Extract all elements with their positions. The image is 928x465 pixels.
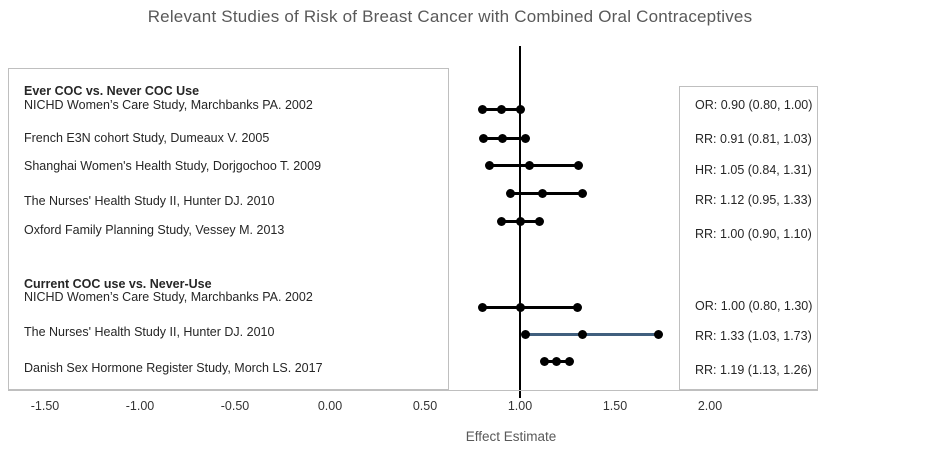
estimate-value: OR: 0.90 (0.80, 1.00) — [695, 98, 813, 112]
x-axis-title: Effect Estimate — [465, 429, 557, 444]
point-estimate-marker — [498, 133, 508, 143]
estimate-value: RR: 1.33 (1.03, 1.73) — [695, 329, 812, 343]
estimate-value: RR: 1.19 (1.13, 1.26) — [695, 363, 812, 377]
ci-bound-marker — [479, 133, 489, 143]
point-estimate-marker — [496, 104, 506, 114]
chart-title: Relevant Studies of Risk of Breast Cance… — [147, 7, 753, 26]
x-axis-tick-label: 0.00 — [317, 399, 343, 413]
x-axis-line — [8, 390, 818, 391]
study-label: NICHD Women’s Care Study, Marchbanks PA.… — [24, 290, 313, 304]
ci-line — [525, 332, 659, 336]
ci-line — [489, 163, 579, 167]
x-axis-tick-label: 2.00 — [697, 399, 723, 413]
ci-bound-marker — [477, 104, 487, 114]
ci-bound-marker — [496, 216, 506, 226]
ci-bound-marker — [477, 302, 487, 312]
estimate-value: HR: 1.05 (0.84, 1.31) — [695, 163, 812, 177]
estimate-value: OR: 1.00 (0.80, 1.30) — [695, 299, 813, 313]
ci-bound-marker — [574, 160, 584, 170]
ci-bound-marker — [521, 329, 531, 339]
ci-bound-marker — [572, 302, 582, 312]
study-label: NICHD Women’s Care Study, Marchbanks PA.… — [24, 98, 313, 112]
study-label: The Nurses' Health Study II, Hunter DJ. … — [24, 325, 275, 339]
ci-bound-marker — [521, 133, 531, 143]
ci-bound-marker — [578, 188, 588, 198]
point-estimate-marker — [551, 356, 561, 366]
study-label: Shanghai Women's Health Study, Dorjgocho… — [24, 159, 322, 173]
ci-bound-marker — [564, 356, 574, 366]
estimate-value: RR: 1.12 (0.95, 1.33) — [695, 193, 812, 207]
point-estimate-marker — [525, 160, 534, 170]
point-estimate-marker — [578, 329, 588, 339]
group-header: Ever COC vs. Never COC Use — [24, 84, 200, 98]
ci-bound-marker — [540, 356, 550, 366]
estimate-value: RR: 1.00 (0.90, 1.10) — [695, 227, 812, 241]
ci-bound-marker — [654, 329, 664, 339]
ci-bound-marker — [534, 216, 544, 226]
x-axis-tick-label: 0.50 — [412, 399, 438, 413]
study-label: Danish Sex Hormone Register Study, Morch… — [24, 361, 323, 375]
study-label: The Nurses' Health Study II, Hunter DJ. … — [24, 194, 275, 208]
ci-bound-marker — [506, 188, 515, 198]
ci-line — [482, 305, 577, 309]
x-axis-tick-label: -0.50 — [220, 399, 250, 413]
estimate-value: RR: 0.91 (0.81, 1.03) — [695, 132, 812, 146]
x-axis-tick-label: -1.50 — [30, 399, 60, 413]
x-axis-tick-label: -1.00 — [125, 399, 155, 413]
group-header: Current COC use vs. Never-Use — [24, 277, 212, 291]
ci-bound-marker — [485, 160, 495, 170]
study-label: Oxford Family Planning Study, Vessey M. … — [24, 223, 285, 237]
study-labels-panel: Ever COC vs. Never COC Use NICHD Women’s … — [8, 68, 449, 390]
point-estimate-marker — [538, 188, 548, 198]
reference-line — [519, 46, 521, 398]
x-axis-tick-label: 1.00 — [507, 399, 533, 413]
x-axis-tick-label: 1.50 — [602, 399, 628, 413]
estimates-panel: OR: 0.90 (0.80, 1.00) RR: 0.91 (0.81, 1.0… — [679, 86, 818, 390]
study-label: French E3N cohort Study, Dumeaux V. 2005 — [24, 131, 270, 145]
